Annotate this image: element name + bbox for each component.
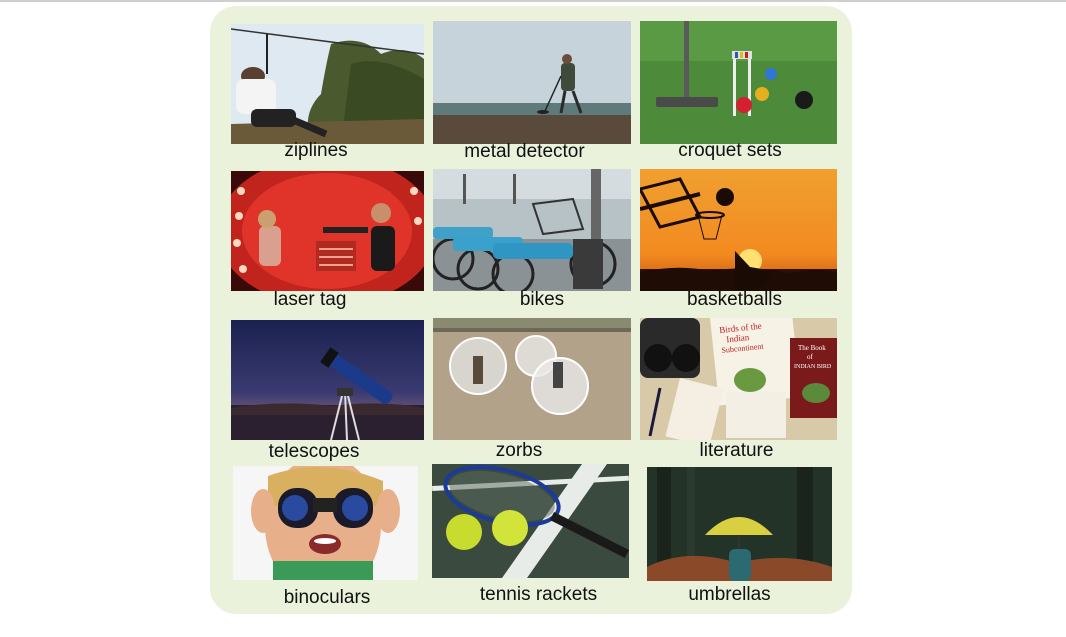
label-zorbs: zorbs	[495, 440, 543, 461]
svg-text:Birds of the: Birds of the	[719, 321, 762, 335]
basketball-photo	[640, 169, 837, 291]
svg-text:Indian: Indian	[726, 332, 750, 344]
bikes-photo	[433, 169, 631, 291]
tile-telescopes[interactable]: telescopes	[231, 320, 424, 464]
svg-text:The Book: The Book	[798, 344, 826, 352]
tile-laser-tag[interactable]: laser tag	[231, 171, 424, 313]
tile-zorbs[interactable]: zorbs	[433, 318, 631, 464]
tile-bikes[interactable]: bikes	[433, 169, 631, 313]
tile-tennis-rackets[interactable]: tennis rackets	[432, 464, 629, 610]
label-binoculars: binoculars	[283, 587, 371, 608]
label-metal-detector: metal detector	[464, 141, 585, 162]
literature-photo: Birds of the Indian Subcontinent The Boo…	[640, 318, 837, 440]
laser-tag-photo	[231, 171, 424, 291]
zipline-photo	[231, 24, 424, 144]
umbrella-photo	[647, 467, 832, 581]
telescope-photo	[231, 320, 424, 440]
metal-detector-photo	[433, 21, 631, 144]
croquet-photo	[640, 21, 837, 144]
binoculars-photo	[233, 466, 418, 580]
tile-binoculars[interactable]: binoculars	[233, 466, 418, 610]
label-croquet-sets: croquet sets	[678, 140, 782, 161]
label-bikes: bikes	[519, 289, 565, 310]
tennis-photo	[432, 464, 629, 578]
label-ziplines: ziplines	[284, 140, 348, 161]
label-tennis-rackets: tennis rackets	[479, 584, 598, 605]
svg-text:of: of	[807, 353, 814, 361]
tile-umbrellas[interactable]: umbrellas	[647, 467, 832, 610]
svg-text:INDIAN BIRD: INDIAN BIRD	[794, 364, 832, 370]
tile-metal-detector[interactable]: metal detector	[433, 21, 631, 164]
zorbs-photo	[433, 318, 631, 440]
label-literature: literature	[699, 440, 774, 461]
top-border	[0, 0, 1066, 2]
tile-basketballs[interactable]: basketballs	[640, 169, 837, 313]
tile-literature[interactable]: Birds of the Indian Subcontinent The Boo…	[640, 318, 837, 464]
label-telescopes: telescopes	[268, 441, 360, 462]
label-umbrellas: umbrellas	[688, 584, 771, 605]
tile-croquet-sets[interactable]: croquet sets	[640, 21, 837, 164]
tile-ziplines[interactable]: ziplines	[231, 24, 424, 164]
label-laser-tag: laser tag	[273, 289, 347, 310]
svg-text:Subcontinent: Subcontinent	[721, 342, 765, 355]
label-basketballs: basketballs	[686, 289, 783, 310]
